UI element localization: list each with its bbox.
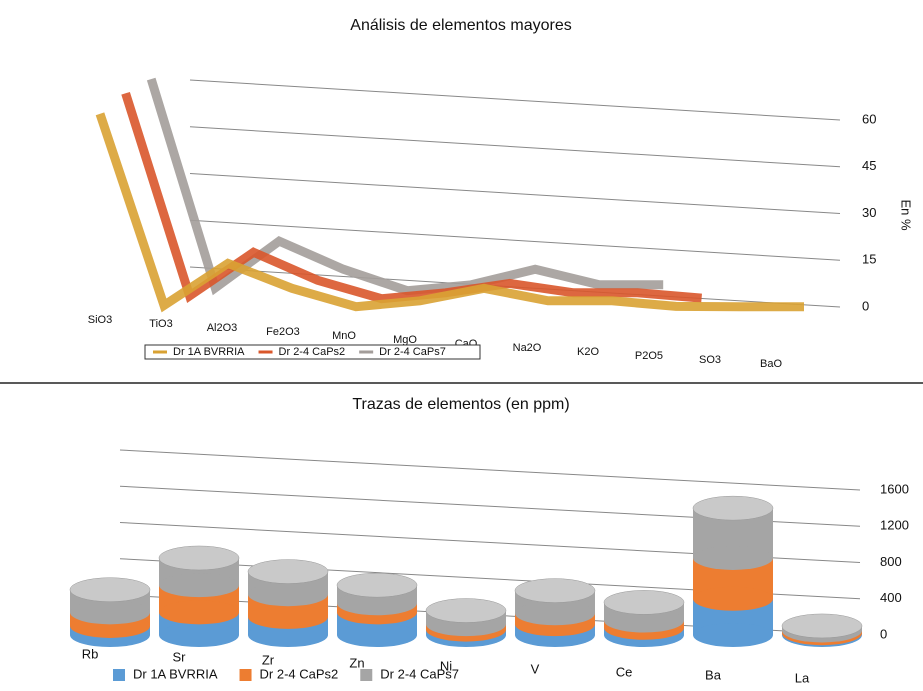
y-tick-label: 60 — [862, 111, 876, 126]
bar-bottom — [159, 600, 239, 625]
legend: Dr 1A BVRRIA Dr 2-4 CaPs2 Dr 2-4 CaPs7 — [144, 344, 481, 360]
bar-top — [247, 559, 329, 584]
y-tick-label: 0 — [880, 626, 887, 641]
y-axis-label: En % — [899, 199, 914, 231]
legend-swatch — [360, 669, 373, 681]
grid-line — [189, 126, 841, 168]
bar-bottom — [337, 623, 417, 647]
bar-top — [603, 590, 685, 615]
x-tick-label: Rb — [82, 646, 99, 661]
legend-label: Dr 1A BVRRIA — [173, 346, 245, 358]
x-tick-label: V — [531, 661, 540, 676]
bar-top — [781, 613, 863, 639]
x-tick-label: K2O — [577, 346, 599, 358]
y-tick-label: 1200 — [880, 518, 909, 533]
x-tick-label: Na2O — [513, 342, 542, 354]
y-tick-label: 0 — [862, 298, 869, 313]
x-tick-label: SiO3 — [88, 314, 112, 326]
chart-title: Análisis de elementos mayores — [350, 17, 571, 34]
y-tick-label: 1600 — [880, 481, 909, 496]
x-tick-label: La — [795, 670, 810, 685]
bar-bottom — [337, 591, 417, 616]
grid-line — [189, 79, 841, 121]
legend-swatch — [239, 669, 252, 681]
bar-top — [514, 578, 596, 603]
x-tick-label: Ba — [705, 667, 722, 682]
legend: Dr 1A BVRRIA Dr 2-4 CaPs2 Dr 2-4 CaPs7 — [113, 666, 459, 681]
bar-bottom — [70, 600, 150, 625]
x-tick-label: Fe2O3 — [266, 326, 300, 338]
x-tick-label: Sr — [173, 649, 187, 664]
bar-top — [158, 545, 240, 571]
y-tick-label: 800 — [880, 554, 902, 569]
line-series — [95, 112, 804, 313]
bar-bottom — [248, 582, 328, 607]
bar-top — [336, 572, 418, 598]
bar-bottom — [693, 586, 773, 611]
bar-bottom — [248, 604, 328, 629]
x-tick-label: Zn — [349, 655, 364, 670]
x-tick-label: BaO — [760, 358, 782, 370]
bar-bottom — [693, 545, 773, 570]
legend-swatch — [113, 669, 125, 681]
grid-line — [189, 173, 841, 214]
legend-label: Dr 2-4 CaPs2 — [279, 346, 346, 358]
line-series — [146, 77, 664, 296]
x-tick-label: P2O5 — [635, 350, 663, 362]
bar-bottom — [693, 623, 773, 647]
y-tick-label: 45 — [862, 158, 876, 173]
bar-bottom — [159, 623, 239, 647]
bar-bottom — [515, 601, 595, 626]
grid-line — [189, 219, 841, 261]
legend-label: Dr 2-4 CaPs2 — [260, 666, 339, 681]
legend-label: Dr 1A BVRRIA — [133, 666, 218, 681]
x-tick-label: Ce — [616, 664, 633, 679]
bar-bottom — [248, 623, 328, 647]
legend-label: Dr 2-4 CaPs7 — [379, 346, 446, 358]
y-tick-label: 15 — [862, 252, 876, 267]
grid-line — [119, 449, 861, 491]
x-tick-label: MgO — [393, 334, 417, 346]
x-tick-label: SO3 — [699, 354, 721, 366]
y-tick-label: 30 — [862, 205, 876, 220]
legend-label: Dr 2-4 CaPs7 — [380, 666, 459, 681]
bar-bottom — [604, 608, 684, 633]
bar-bottom — [159, 573, 239, 598]
x-tick-label: TiO3 — [149, 318, 172, 330]
bar-top — [692, 495, 774, 521]
chart-title: Trazas de elementos (en ppm) — [352, 396, 569, 413]
line-series — [121, 91, 702, 304]
x-tick-label: Zr — [262, 652, 275, 667]
bar-top — [425, 598, 507, 623]
legend-frame — [144, 344, 481, 360]
x-tick-label: MnO — [332, 330, 356, 342]
x-tick-label: Ni — [440, 658, 452, 673]
bar-top — [69, 577, 151, 602]
y-tick-label: 400 — [880, 590, 902, 605]
x-tick-label: Al2O3 — [207, 322, 238, 334]
